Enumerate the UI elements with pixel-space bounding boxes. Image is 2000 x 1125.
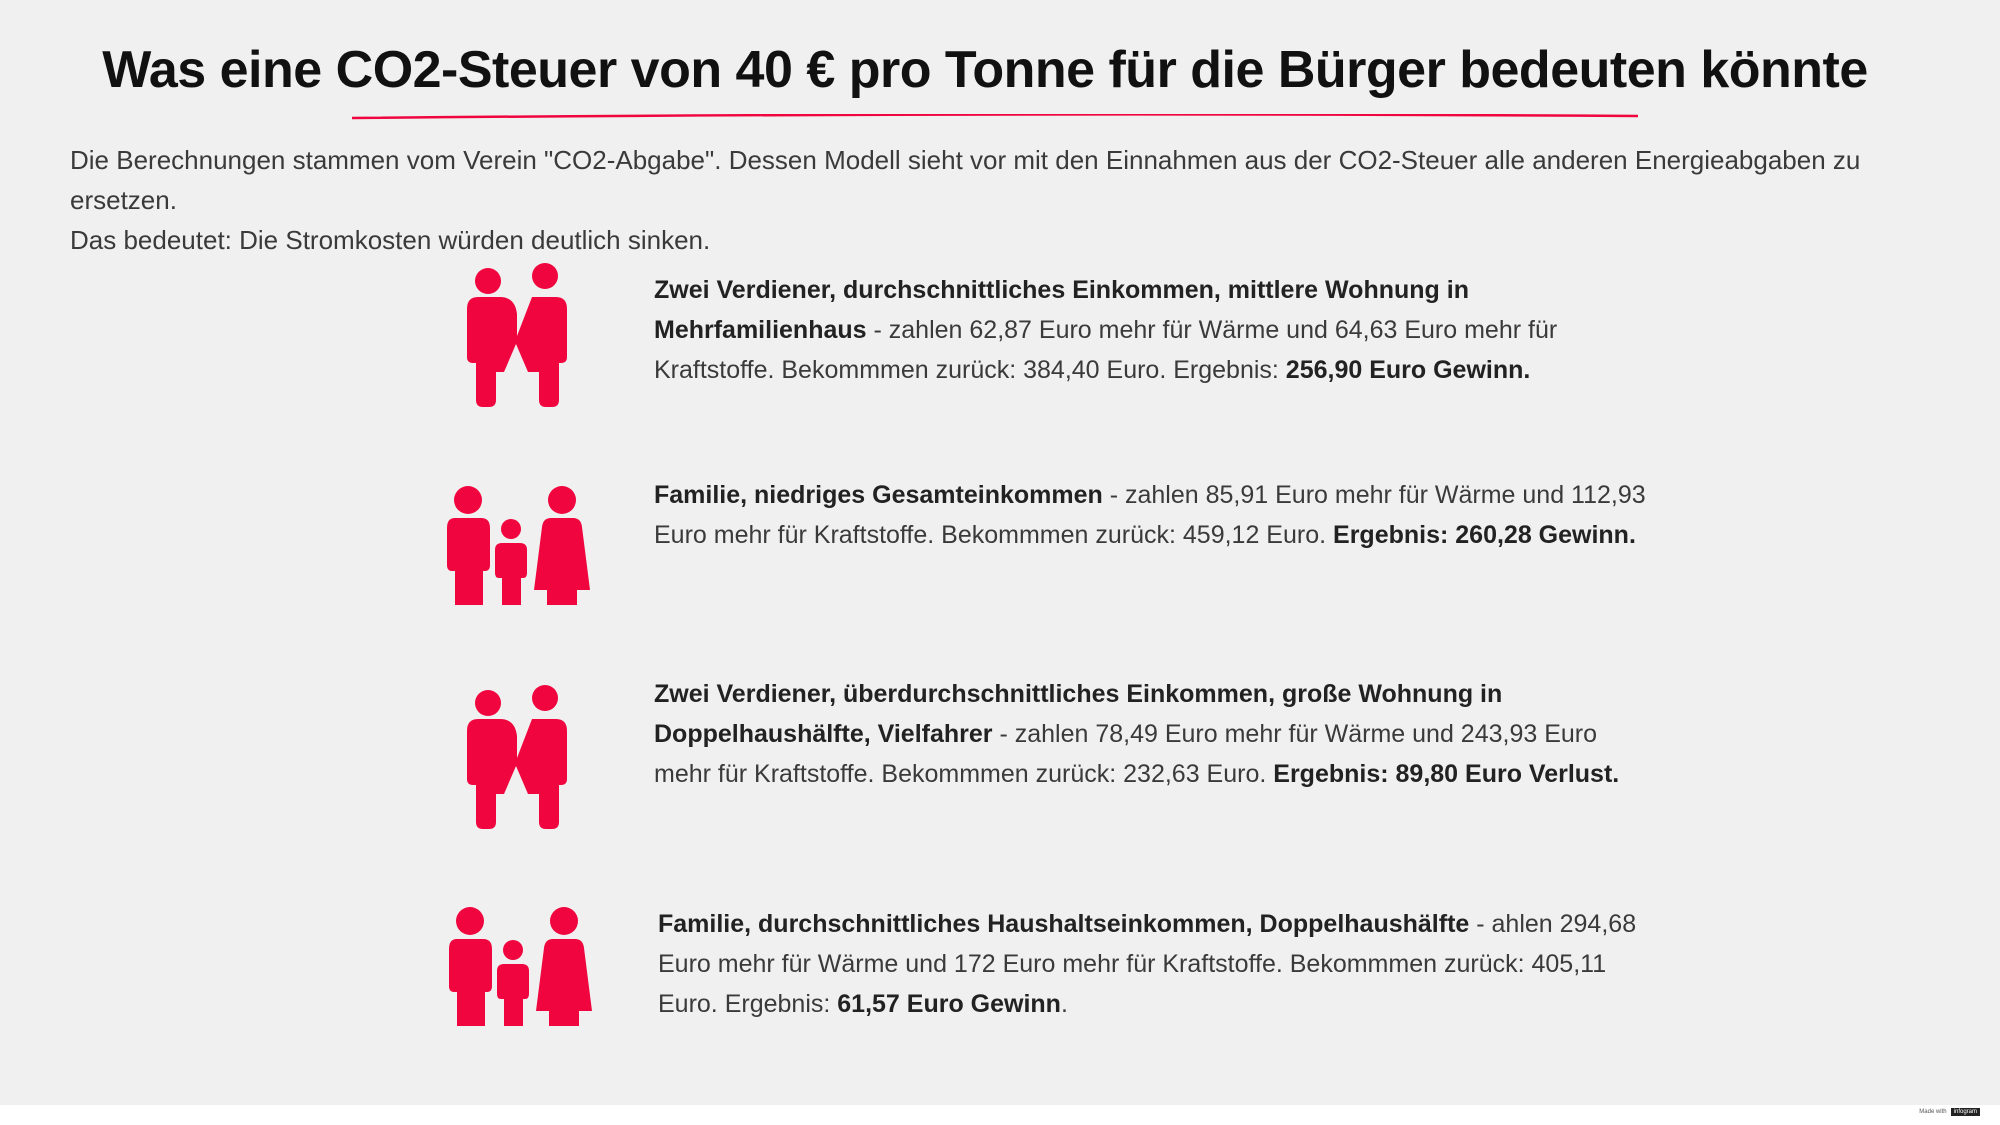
- entry-3-text: Zwei Verdiener, überdurchschnittliches E…: [654, 674, 1639, 794]
- entry-4-text: Familie, durchschnittliches Haushaltsein…: [658, 904, 1648, 1024]
- entry-3-body: - zahlen 78,49 Euro mehr für Wärme und 2…: [654, 720, 1598, 788]
- entry-4-body: - ahlen 294,68 Euro mehr für Wärme und 1…: [658, 910, 1637, 1018]
- entry-1-text: Zwei Verdiener, durchschnittliches Einko…: [654, 270, 1604, 390]
- family-icon: [447, 486, 590, 605]
- entry-4-result: 61,57 Euro Gewinn: [837, 990, 1061, 1018]
- footer-credit[interactable]: Made with infogram: [1919, 1108, 1980, 1116]
- entry-2-headline: Familie, niedriges Gesamteinkommen: [654, 481, 1103, 509]
- entry-3-result: Ergebnis: 89,80 Euro Verlust.: [1273, 760, 1620, 788]
- intro-line-2: Das bedeutet: Die Stromkosten würden deu…: [70, 225, 711, 255]
- entry-4-headline: Familie, durchschnittliches Haushaltsein…: [658, 910, 1470, 938]
- title-underline: [352, 114, 1638, 120]
- entry-2-body: - zahlen 85,91 Euro mehr für Wärme und 1…: [654, 481, 1646, 549]
- entry-4-tail: .: [1060, 990, 1068, 1018]
- footer-credit-text: Made with: [1919, 1109, 1947, 1115]
- entry-2-result: Ergebnis: 260,28 Gewinn.: [1333, 521, 1636, 549]
- footer-strip: [0, 1105, 2000, 1125]
- intro-text: Die Berechnungen stammen vom Verein "CO2…: [70, 140, 1940, 260]
- infogram-logo: infogram: [1950, 1108, 1980, 1116]
- family-icon: [449, 907, 592, 1026]
- entry-1-body: - zahlen 62,87 Euro mehr für Wärme und 6…: [654, 316, 1558, 384]
- entry-2-text: Familie, niedriges Gesamteinkommen - zah…: [654, 475, 1664, 555]
- couple-icon: [467, 685, 567, 829]
- entry-1-result: 256,90 Euro Gewinn.: [1285, 356, 1531, 384]
- entry-1-headline: Zwei Verdiener, durchschnittliches Einko…: [654, 276, 1469, 344]
- intro-line-1: Die Berechnungen stammen vom Verein "CO2…: [70, 145, 1861, 215]
- entry-3-headline: Zwei Verdiener, überdurchschnittliches E…: [654, 680, 1503, 748]
- page-title: Was eine CO2-Steuer von 40 € pro Tonne f…: [102, 41, 1868, 99]
- couple-icon: [467, 263, 567, 407]
